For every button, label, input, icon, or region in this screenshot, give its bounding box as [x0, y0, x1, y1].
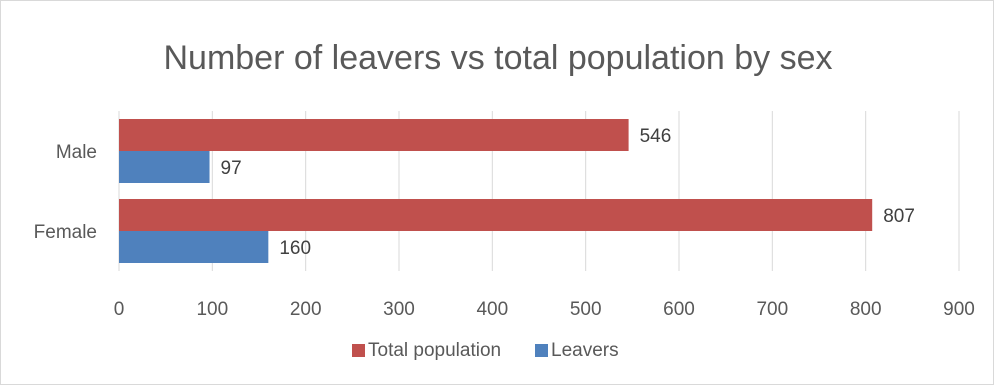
bar-leavers: [119, 231, 269, 263]
category-label: Female: [34, 222, 97, 243]
bar-leavers: [119, 151, 210, 183]
legend: Total population Leavers: [352, 340, 619, 361]
x-axis: 0 100 200 300 400 500 600 700 800 900: [114, 299, 975, 320]
data-label: 97: [221, 158, 242, 179]
bar-total-population: [119, 199, 873, 231]
bars-layer: [119, 119, 873, 263]
x-tick-label: 300: [383, 299, 415, 320]
category-label: Male: [56, 142, 97, 163]
legend-label: Total population: [368, 340, 501, 361]
x-tick-label: 800: [850, 299, 882, 320]
bar-total-population: [119, 119, 629, 151]
legend-label: Leavers: [551, 340, 619, 361]
data-label: 807: [883, 206, 915, 227]
data-label: 160: [279, 238, 311, 259]
x-tick-label: 900: [943, 299, 975, 320]
x-tick-label: 500: [570, 299, 602, 320]
data-label: 546: [640, 126, 672, 147]
x-tick-label: 400: [476, 299, 508, 320]
legend-swatch: [352, 344, 365, 357]
legend-swatch: [535, 344, 548, 357]
chart-title: Number of leavers vs total population by…: [163, 39, 832, 77]
x-tick-label: 100: [196, 299, 228, 320]
x-tick-label: 700: [756, 299, 788, 320]
x-tick-label: 0: [114, 299, 125, 320]
x-tick-label: 200: [290, 299, 322, 320]
labels-layer: Male 546 97 Female 807 160: [34, 126, 915, 259]
x-tick-label: 600: [663, 299, 695, 320]
